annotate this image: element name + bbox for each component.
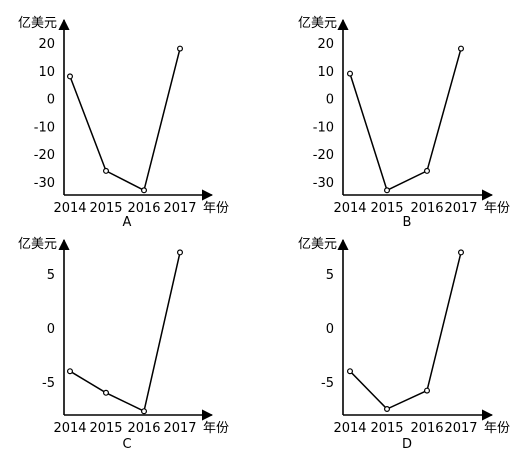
y-tick-label: -30	[34, 176, 55, 191]
y-tick-label: 5	[47, 268, 55, 283]
y-tick-label: 0	[47, 93, 55, 108]
data-point	[424, 167, 431, 174]
y-axis-label: 亿美元	[18, 16, 57, 31]
x-tick-label: 2015	[89, 201, 122, 216]
series-line	[69, 252, 181, 413]
x-tick-label: 2015	[370, 201, 403, 216]
data-point	[141, 187, 148, 194]
x-tick-label: 2014	[333, 201, 366, 216]
x-tick-label: 2014	[53, 201, 86, 216]
x-tick-label: 2016	[127, 201, 160, 216]
data-point	[458, 249, 465, 256]
y-tick-label: -30	[313, 176, 334, 191]
data-point	[458, 45, 465, 52]
x-tick-label: 2015	[370, 421, 403, 436]
y-tick-label: 10	[38, 65, 55, 80]
x-tick-label: 2014	[53, 421, 86, 436]
chart-caption: A	[123, 215, 132, 230]
x-tick-label: 2017	[444, 421, 477, 436]
y-axis-label: 亿美元	[298, 16, 337, 31]
y-tick-label: -5	[42, 376, 55, 391]
data-point	[424, 387, 431, 394]
chart-caption: C	[122, 437, 131, 452]
x-axis-label: 年份	[203, 201, 229, 216]
y-tick-label: -10	[313, 120, 334, 135]
x-tick-label: 2017	[444, 201, 477, 216]
x-tick-label: 2016	[410, 201, 443, 216]
y-tick-label: -20	[313, 148, 334, 163]
x-tick-label: 2014	[333, 421, 366, 436]
data-point	[384, 406, 391, 413]
x-tick-label: 2016	[127, 421, 160, 436]
x-tick-label: 2015	[89, 421, 122, 436]
x-tick-label: 2017	[163, 201, 196, 216]
y-tick-label: 20	[317, 37, 334, 52]
y-tick-label: 10	[317, 65, 334, 80]
y-tick-label: 0	[326, 322, 334, 337]
data-point	[102, 167, 109, 174]
series-line	[69, 48, 181, 192]
y-tick-label: -5	[321, 376, 334, 391]
series-line	[349, 252, 462, 410]
y-tick-label: 20	[38, 37, 55, 52]
y-axis-label: 亿美元	[18, 237, 57, 252]
y-tick-label: -10	[34, 120, 55, 135]
x-tick-label: 2017	[163, 421, 196, 436]
data-point	[66, 368, 73, 375]
y-tick-label: 5	[326, 268, 334, 283]
chart-caption: B	[403, 215, 412, 230]
x-axis-label: 年份	[203, 421, 229, 436]
y-tick-label: 0	[47, 322, 55, 337]
chart-caption: D	[402, 437, 412, 452]
data-point	[384, 187, 391, 194]
data-point	[177, 45, 184, 52]
y-tick-label: -20	[34, 148, 55, 163]
data-point	[177, 249, 184, 256]
y-axis-label: 亿美元	[298, 237, 337, 252]
x-tick-label: 2016	[410, 421, 443, 436]
data-point	[141, 408, 148, 415]
data-point	[347, 368, 354, 375]
x-axis-label: 年份	[484, 421, 510, 436]
data-point	[102, 389, 109, 396]
series-line	[349, 48, 462, 192]
x-axis-label: 年份	[484, 201, 510, 216]
y-tick-label: 0	[326, 93, 334, 108]
data-point	[347, 70, 354, 77]
data-point	[66, 73, 73, 80]
